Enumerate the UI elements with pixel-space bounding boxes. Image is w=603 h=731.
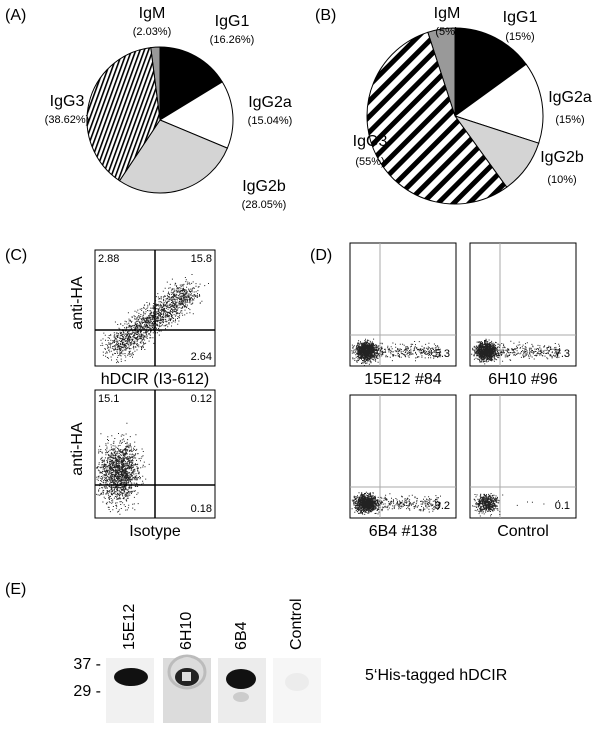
slice-value-label: (15.04%) [248,115,293,127]
slice-label: IgG2b [242,178,286,195]
slice-label: IgG2a [248,94,292,111]
slice-label: IgG2b [540,149,584,166]
gate-value: 0.1 [555,500,570,512]
slice-label: IgG2a [548,89,592,106]
gate-value: 7.3 [555,348,570,360]
slice-label: IgG3 [353,133,388,150]
slice-label: IgG1 [215,13,250,30]
pie-panels: (A) IgM (2.03%) IgG1 (16.26%) IgG2a (15.04%) Ig… [5,5,592,211]
quadrant-value: 0.12 [191,393,212,405]
blot-band [285,673,309,691]
slice-value-label: (15%) [505,31,534,43]
slice-value-label: (5%) [435,26,458,38]
slice-label: IgM [139,5,166,22]
panel-label: (E) [5,581,26,598]
blot-lane [106,658,154,723]
gate-value: 9.2 [435,500,450,512]
flow-dots [351,338,442,366]
lane-label: 6H10 [178,612,195,650]
lane-label: Control [288,598,305,650]
slice-label: IgG1 [503,9,538,26]
pie-slice [159,46,223,121]
size-marker: 37 - [73,656,101,673]
x-axis-label: Isotype [129,523,181,540]
slice-value-label: (28.05%) [242,199,287,211]
quadrant-value: 0.18 [191,503,212,515]
blot-smear [233,692,249,702]
panel-label: (C) [5,247,27,264]
pie-slice [453,63,544,144]
quadrant-value: 15.8 [191,253,212,265]
plot-label: 6H10 #96 [488,371,557,388]
slice-value-label: (15%) [555,114,584,126]
pie-slice [86,47,161,182]
blot-panel: (E) 15E12 6H10 6B4 Control 37 - 29 - 5‘His-tag… [5,581,507,723]
panel-label: (B) [315,7,336,24]
x-axis-label: hDCIR (I3-612) [101,371,209,388]
slice-value-label: (16.26%) [210,34,255,46]
slice-label: IgM [434,5,461,22]
pie-slice [454,27,527,117]
plot-label: 15E12 #84 [364,371,442,388]
flow-dots [96,422,150,515]
slice-value-label: (55%) [355,156,384,168]
slice-value-label: (2.03%) [133,26,172,38]
pie-slice [158,81,234,149]
gate-value: 5.3 [435,348,450,360]
blot-band [114,668,148,686]
slice-value-label: (38.62%) [45,114,90,126]
plot-label: Control [497,523,549,540]
quadrant-value: 15.1 [98,393,119,405]
blot-artifact [167,654,207,690]
y-axis-label: anti-HA [69,276,86,330]
blot-lanes [106,654,321,723]
y-axis-label: anti-HA [69,422,86,476]
slice-label: IgG3 [50,93,85,110]
flow-panels: (C) 2.88 15.8 2.64 hDCIR (I3-612) anti-HA 15.1… [5,242,577,540]
lane-label: 15E12 [121,604,138,650]
blot-caption: 5‘His-tagged hDCIR [365,667,507,684]
panel-label: (D) [310,247,332,264]
blot-band [226,669,256,689]
pie-slice [118,119,229,194]
pie-slice [366,31,508,205]
flow-dots [472,493,559,517]
flow-dots [471,338,561,365]
blot-band-gap [182,672,191,681]
size-marker: 29 - [73,683,101,700]
lane-label: 6B4 [233,621,250,650]
flow-dots [351,491,441,515]
quadrant-value: 2.64 [191,351,212,363]
slice-value-label: (10%) [547,174,576,186]
plot-label: 6B4 #138 [369,523,438,540]
blot-lane [218,658,266,723]
panel-label: (A) [5,7,26,24]
quadrant-value: 2.88 [98,253,119,265]
